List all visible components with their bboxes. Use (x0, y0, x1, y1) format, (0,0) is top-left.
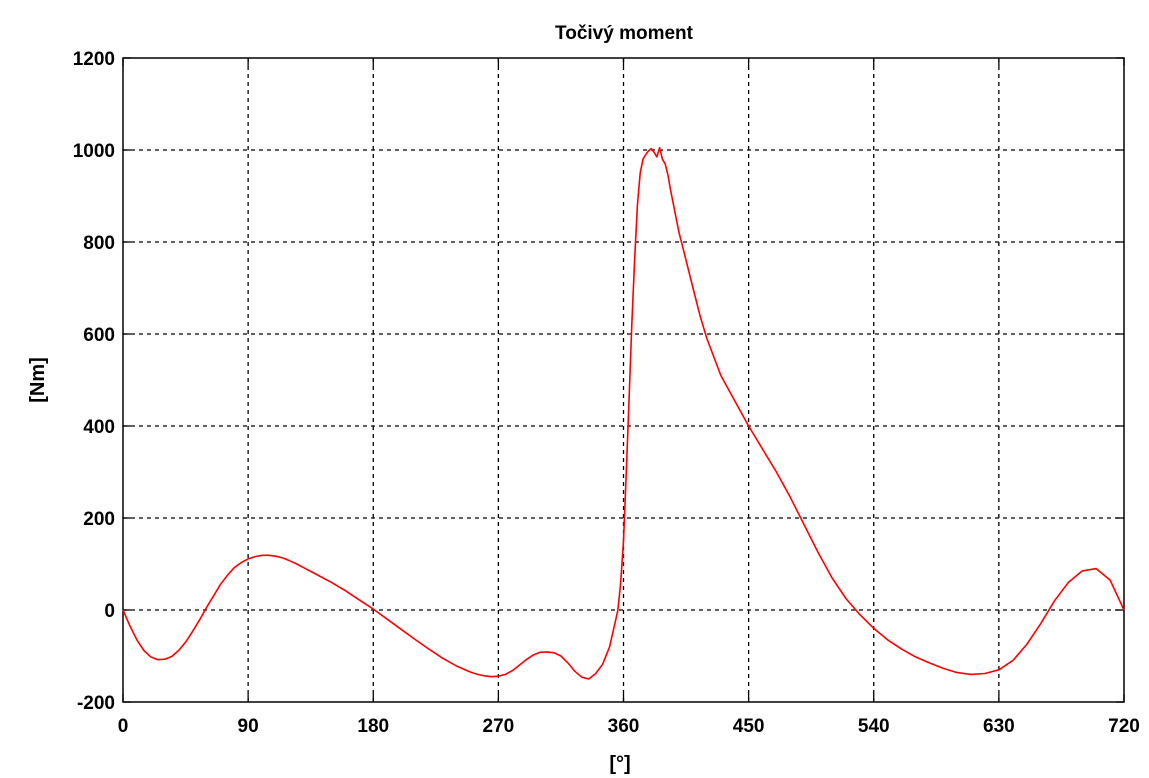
y-tick-label: -200 (77, 693, 115, 714)
chart-title: Točivý moment (555, 23, 694, 44)
x-tick-label: 180 (357, 716, 389, 737)
axis-ticks (122, 57, 1125, 703)
y-tick-label: 0 (104, 601, 115, 622)
y-tick-label: 1000 (73, 141, 115, 162)
x-tick-label: 720 (1108, 716, 1140, 737)
y-axis-label: [Nm] (27, 357, 49, 403)
x-tick-label: 630 (983, 716, 1015, 737)
y-tick-label: 400 (83, 417, 115, 438)
y-tick-label: 200 (83, 509, 115, 530)
x-axis-label: [°] (609, 753, 630, 775)
series-layer (122, 146, 1125, 680)
x-tick-label: 360 (608, 716, 640, 737)
x-tick-label: 540 (858, 716, 890, 737)
x-tick-label: 90 (238, 716, 259, 737)
torque-series-line (122, 146, 1125, 680)
y-tick-label: 600 (83, 325, 115, 346)
grid-lines (123, 58, 1124, 702)
x-tick-labels: 0 90 180 270 360 450 540 630 720 (118, 716, 1140, 737)
y-tick-label: 800 (83, 233, 115, 254)
x-tick-label: 0 (118, 716, 129, 737)
y-tick-label: 1200 (73, 49, 115, 70)
x-tick-label: 450 (733, 716, 765, 737)
y-tick-labels: -200 0 200 400 600 800 1000 1200 (73, 49, 115, 714)
x-tick-label: 270 (483, 716, 515, 737)
